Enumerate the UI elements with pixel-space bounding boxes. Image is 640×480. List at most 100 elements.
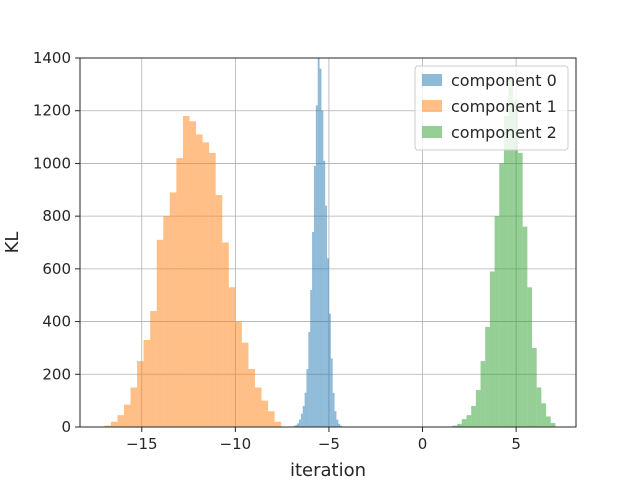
histogram-bar <box>104 425 111 427</box>
histogram-bar <box>293 425 296 427</box>
legend-entry-label: component 2 <box>451 123 557 142</box>
histogram-bars <box>104 58 556 428</box>
histogram-bar <box>297 423 299 427</box>
histogram-bar <box>336 419 339 427</box>
histogram-bar <box>338 423 341 427</box>
y-axis-ticks: 0 200 400 600 800 1000 1200 1400 <box>33 49 80 436</box>
histogram-bar <box>340 425 343 427</box>
histogram-bar <box>261 400 269 427</box>
x-axis-ticks: −15 −10 −5 0 5 <box>126 427 521 453</box>
histogram-bar <box>330 358 333 427</box>
legend-swatch <box>422 74 442 86</box>
histogram-bar <box>137 361 144 427</box>
histogram-bar <box>248 369 256 427</box>
histogram-bar <box>457 423 462 427</box>
histogram-bar <box>503 115 509 427</box>
y-tick-label: 1200 <box>33 102 71 120</box>
histogram-bar <box>298 419 301 427</box>
histogram-bar <box>499 163 504 427</box>
histogram-bar <box>300 413 303 427</box>
series-2-bars <box>452 76 556 428</box>
histogram-bar <box>517 152 523 427</box>
legend-box <box>414 65 569 151</box>
histogram-bar <box>475 390 481 427</box>
x-tick-label: 5 <box>511 435 521 453</box>
histogram-bar <box>150 311 157 427</box>
legend-swatch <box>422 126 442 138</box>
histogram-bar <box>327 258 329 427</box>
histogram-bar <box>123 404 131 427</box>
histogram-bar <box>117 415 124 427</box>
histogram-bar <box>522 226 528 427</box>
histogram-bar <box>541 403 547 427</box>
x-axis-label: iteration <box>290 460 366 480</box>
plot-frame <box>79 57 577 428</box>
histogram-bar <box>334 411 337 427</box>
histogram-bar <box>321 110 324 427</box>
y-tick-label: 800 <box>42 207 71 225</box>
histogram-bar <box>513 100 518 428</box>
x-tick-label: −5 <box>318 435 340 453</box>
histogram-bar <box>295 424 298 427</box>
y-axis-label: KL <box>2 232 23 254</box>
histogram-bar <box>452 425 458 427</box>
histogram-bar <box>527 287 533 427</box>
histogram-bar <box>536 387 542 427</box>
legend-swatch <box>422 100 442 112</box>
histogram-bar <box>143 340 151 427</box>
histogram-bar <box>304 392 307 427</box>
histogram-bar <box>215 195 223 427</box>
y-tick-label: 0 <box>61 418 71 436</box>
histogram-bar <box>182 115 190 427</box>
histogram-bar <box>196 134 203 427</box>
histogram-bar <box>176 158 183 427</box>
series-0-bars <box>291 58 344 428</box>
histogram-bar <box>471 405 476 427</box>
histogram-bar <box>169 192 177 427</box>
histogram-bar <box>312 231 314 427</box>
y-tick-label: 1000 <box>33 154 71 172</box>
histogram-bar <box>461 419 467 427</box>
x-tick-label: −10 <box>220 435 252 453</box>
histogram-bar <box>550 423 556 427</box>
histogram-bar <box>310 289 313 427</box>
histogram-bar <box>494 216 500 427</box>
histogram-bar <box>466 415 472 427</box>
x-tick-label: 0 <box>418 435 428 453</box>
y-tick-label: 1400 <box>33 49 71 67</box>
histogram-bar <box>268 411 275 427</box>
histogram-bar <box>332 392 335 427</box>
histogram-bar <box>532 347 537 427</box>
histogram-bar <box>163 216 170 427</box>
histogram-bar <box>228 287 236 427</box>
histogram-bar <box>209 152 216 427</box>
histogram-bar <box>317 58 320 427</box>
histogram-bar <box>274 421 282 427</box>
histogram-bar <box>325 205 328 427</box>
legend-entry-label: component 0 <box>451 71 557 90</box>
histogram-bar <box>156 239 164 427</box>
histogram-bar <box>255 387 262 427</box>
histogram-bar <box>323 160 326 428</box>
series-1-bars <box>104 115 282 428</box>
x-tick-label: −15 <box>126 435 158 453</box>
histogram-bar <box>489 271 495 427</box>
histogram-bar <box>313 166 316 428</box>
y-tick-label: 600 <box>42 260 71 278</box>
legend-entry-label: component 1 <box>451 97 557 116</box>
histogram-bar <box>235 321 242 427</box>
histogram-bar <box>328 313 331 427</box>
histogram-bar <box>485 326 490 427</box>
histogram-bar <box>508 76 514 427</box>
histogram-bar <box>546 416 551 427</box>
histogram-bar <box>480 361 486 427</box>
legend: component 0 component 1 component 2 <box>414 65 569 151</box>
histogram-bar <box>241 342 249 427</box>
histogram-bar <box>189 121 197 427</box>
histogram-bar <box>130 387 138 427</box>
histogram-bar <box>222 242 229 427</box>
y-tick-label: 200 <box>42 365 71 383</box>
histogram-bar <box>315 105 318 427</box>
histogram-bar <box>110 421 118 427</box>
